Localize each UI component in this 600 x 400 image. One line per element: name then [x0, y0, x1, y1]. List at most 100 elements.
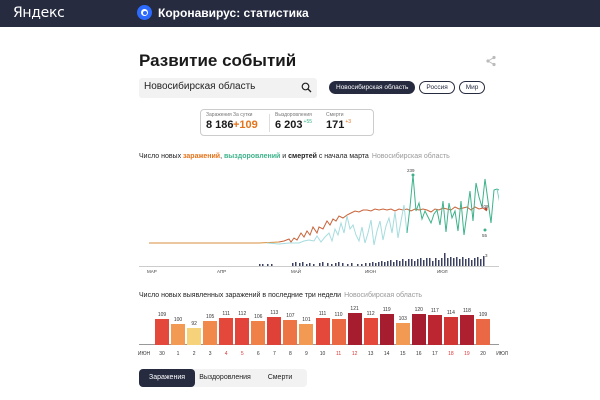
section-title: Коронавирус: статистика: [158, 5, 309, 20]
x-label: 6: [256, 351, 260, 357]
bar[interactable]: [443, 316, 458, 345]
bar[interactable]: [476, 319, 490, 345]
chip-world[interactable]: Мир: [458, 81, 486, 94]
bar[interactable]: [347, 313, 362, 345]
yandex-logo[interactable]: Яндекс: [13, 5, 65, 21]
bar-value-label: 106: [254, 313, 263, 320]
x-label: 17: [432, 351, 438, 357]
bar-value-label: 103: [398, 315, 407, 322]
x-label: 14: [383, 351, 390, 357]
stat-recovered-value: 6 203: [275, 119, 303, 131]
bar-value-label: 118: [462, 307, 471, 314]
caption-text: и: [280, 153, 289, 160]
timeline-chart[interactable]: 239 109 55 3 МАР АПР МАЙ ИЮН ИЮЛ: [139, 163, 499, 275]
stat-daily: За сутки +109: [233, 112, 258, 131]
caption-infections: заражений: [183, 153, 221, 160]
x-label: 19: [464, 351, 470, 357]
bar-value-label: 100: [173, 317, 183, 324]
x-label: 5: [240, 351, 244, 357]
stat-deaths: Смерти 171+3: [326, 112, 351, 131]
caption-region: Новосибирская область: [371, 153, 450, 160]
bar-value-label: 113: [270, 310, 279, 317]
x-label: 7: [272, 351, 276, 357]
stat-deaths-row: 171+3: [326, 119, 351, 131]
stat-infected: Заражения 8 186: [206, 112, 234, 131]
x-label: 16: [416, 351, 422, 357]
region-search[interactable]: [139, 78, 317, 98]
bar-value-label: 111: [222, 311, 230, 318]
chart2-caption-region: Новосибирская область: [344, 292, 423, 299]
bar[interactable]: [411, 313, 426, 345]
bar-value-label: 92: [191, 321, 197, 328]
bar[interactable]: [395, 322, 410, 345]
x-label-month-start: ИЮН: [137, 351, 151, 357]
tab-recoveries[interactable]: Выздоровления: [199, 374, 251, 381]
x-label: 12: [351, 351, 358, 357]
bar[interactable]: [315, 318, 330, 345]
region-chips: Новосибирская область Россия Мир: [329, 81, 486, 94]
x-label: 30: [159, 351, 165, 357]
page-title: Развитие событий: [139, 51, 297, 70]
chip-novosibirsk[interactable]: Новосибирская область: [329, 81, 416, 94]
x-label: 10: [319, 351, 326, 357]
bar[interactable]: [459, 314, 474, 345]
chip-russia[interactable]: Россия: [419, 81, 455, 94]
bar[interactable]: [299, 323, 314, 345]
x-tick-jul: ИЮЛ: [437, 269, 448, 274]
infections-last-label: 109: [481, 204, 489, 209]
bar-value-label: 107: [286, 313, 295, 320]
x-label: 13: [367, 351, 374, 357]
stat-recovered-label: Выздоровления: [275, 112, 312, 118]
top-bar: Яндекс Коронавирус: статистика: [0, 0, 600, 27]
bar[interactable]: [155, 319, 169, 345]
caption-deaths: смертей: [288, 153, 317, 160]
infections-last-marker: [484, 207, 488, 211]
recoveries-last-label: 55: [482, 233, 488, 238]
stat-recovered: Выздоровления 6 203+55: [275, 112, 312, 131]
bar[interactable]: [331, 318, 346, 345]
bar-value-label: 114: [446, 309, 455, 316]
bar-value-label: 105: [205, 314, 215, 321]
bar[interactable]: [427, 315, 442, 345]
search-icon[interactable]: [301, 82, 312, 93]
recoveries-last-marker: [483, 228, 487, 232]
bar-value-label: 111: [318, 311, 327, 318]
caption-text: с начала марта: [316, 153, 369, 160]
bar[interactable]: [251, 320, 266, 345]
bar-value-label: 121: [350, 306, 359, 313]
x-label: 18: [448, 351, 454, 357]
bar[interactable]: [187, 328, 202, 345]
tab-infections[interactable]: Заражения: [139, 369, 195, 387]
bar-value-label: 112: [238, 310, 247, 317]
stats-card: Заражения 8 186 За сутки +109 Выздоровле…: [200, 109, 374, 136]
bar[interactable]: [171, 324, 186, 345]
bar[interactable]: [235, 317, 250, 345]
caption-text: Число новых: [139, 153, 184, 160]
x-label: 1: [176, 351, 180, 357]
bar-value-label: 117: [430, 308, 439, 315]
tab-deaths[interactable]: Смерти: [267, 374, 293, 381]
caption-recoveries: выздоровлений: [223, 153, 281, 160]
bar[interactable]: [219, 318, 234, 345]
recoveries-line-early: [266, 204, 408, 246]
bar-value-label: 119: [382, 307, 391, 314]
bar[interactable]: [267, 317, 282, 345]
bar[interactable]: [283, 320, 298, 345]
x-label: 9: [305, 351, 308, 357]
search-input[interactable]: [144, 81, 294, 92]
section-header[interactable]: Коронавирус: статистика: [137, 5, 309, 20]
peak-label: 239: [407, 168, 415, 173]
infections-line-growth: [278, 206, 488, 243]
virus-icon: [137, 5, 152, 20]
deaths-last-label: 3: [485, 253, 488, 258]
bar[interactable]: [203, 321, 218, 345]
x-label: 2: [192, 351, 196, 357]
stats-divider: [269, 114, 270, 132]
bar[interactable]: [363, 317, 378, 345]
bar[interactable]: [379, 314, 394, 345]
share-icon[interactable]: [485, 55, 497, 67]
three-week-bar-chart[interactable]: ИЮН ИЮЛ 109 30 100 1 92 2 105 3 111 4 112 5 106 6 113 7 10…: [137, 303, 508, 359]
deaths-bars: [259, 253, 485, 266]
x-label: 4: [224, 351, 228, 357]
stat-daily-label: За сутки: [233, 112, 253, 118]
